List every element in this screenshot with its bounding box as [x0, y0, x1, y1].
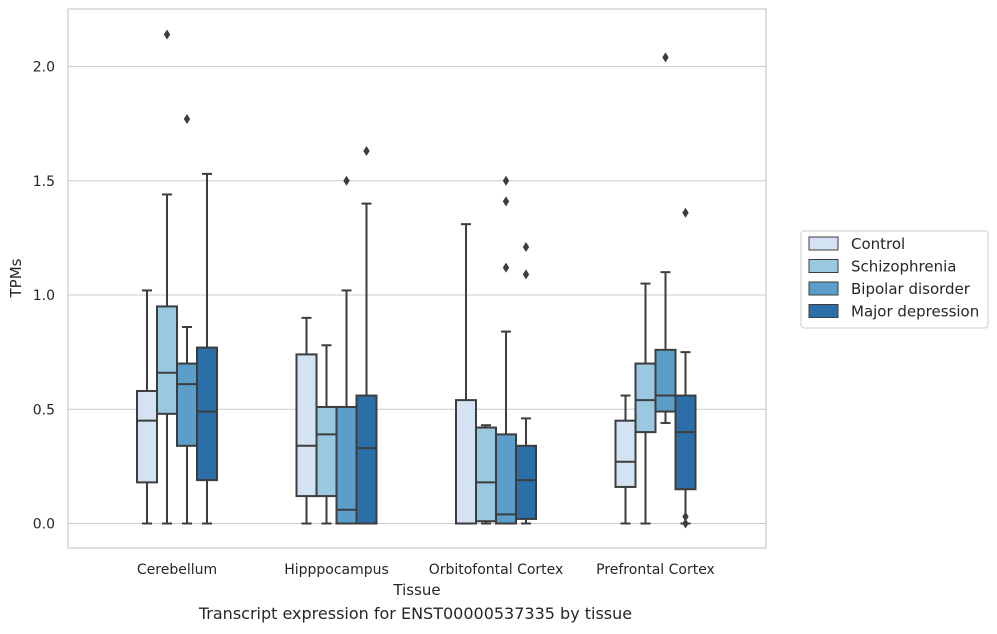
box: [455, 399, 477, 525]
outlier-point: [682, 518, 689, 529]
y-tick-label: 0.0: [33, 517, 55, 533]
outlier-point: [163, 29, 171, 40]
gridlines: [68, 66, 766, 524]
legend: Control Schizophrenia Bipolar disorder Majo…: [800, 230, 989, 329]
chart-caption: Transcript expression for ENST0000053733…: [198, 604, 633, 623]
y-axis-label: TPMs: [7, 258, 25, 298]
x-tick-label: Orbitofontal Cortex: [429, 562, 564, 578]
box: [674, 394, 697, 491]
box-group: [455, 175, 537, 525]
outlier-point: [682, 207, 689, 218]
outlier-point: [522, 242, 530, 253]
outlier-point: [343, 175, 350, 186]
box: [475, 426, 497, 523]
y-tick-label: 1.5: [33, 174, 55, 190]
outlier-point: [662, 52, 669, 63]
box-group: [136, 29, 218, 525]
outlier-point: [502, 262, 510, 273]
box: [495, 433, 517, 525]
x-tick-label: Prefrontal Cortex: [596, 562, 715, 578]
legend-swatch: [808, 304, 839, 318]
legend-swatch: [808, 281, 839, 296]
plot-frame: [67, 8, 767, 549]
box: [335, 405, 358, 525]
box: [315, 405, 338, 498]
box-groups: [136, 29, 697, 529]
box: [634, 362, 657, 434]
legend-label: Schizophrenia: [851, 258, 956, 276]
x-tick-label: Hipppocampus: [284, 562, 389, 578]
legend-swatch: [808, 259, 839, 273]
x-axis-label: Tissue: [392, 581, 440, 599]
legend-label: Bipolar disorder: [851, 280, 971, 298]
legend-frame: [800, 230, 989, 329]
legend-label: Major depression: [851, 303, 979, 321]
y-tick-label: 2.0: [33, 60, 55, 76]
box: [156, 305, 178, 415]
legend-swatch: [808, 236, 839, 251]
outlier-point: [522, 269, 530, 280]
outlier-point: [183, 114, 191, 125]
box: [515, 444, 537, 520]
box: [614, 419, 637, 488]
box: [295, 353, 318, 498]
outlier-point: [363, 146, 370, 157]
box: [196, 346, 218, 482]
x-axis-ticks: Cerebellum Hipppocampus Orbitofontal Corte…: [137, 562, 715, 578]
box: [654, 348, 677, 413]
legend-label: Control: [851, 235, 905, 253]
box: [136, 389, 158, 484]
outlier-point: [502, 175, 510, 186]
box-group: [614, 52, 697, 529]
outlier-point: [682, 511, 689, 522]
y-tick-label: 1.0: [33, 288, 55, 304]
y-tick-label: 0.5: [33, 402, 55, 418]
x-tick-label: Cerebellum: [137, 562, 217, 578]
y-axis-ticks: 0.0 0.5 1.0 1.5 2.0: [33, 60, 55, 533]
box: [176, 362, 198, 447]
outlier-point: [502, 196, 510, 207]
box-group: [295, 146, 378, 525]
box: [355, 394, 378, 525]
